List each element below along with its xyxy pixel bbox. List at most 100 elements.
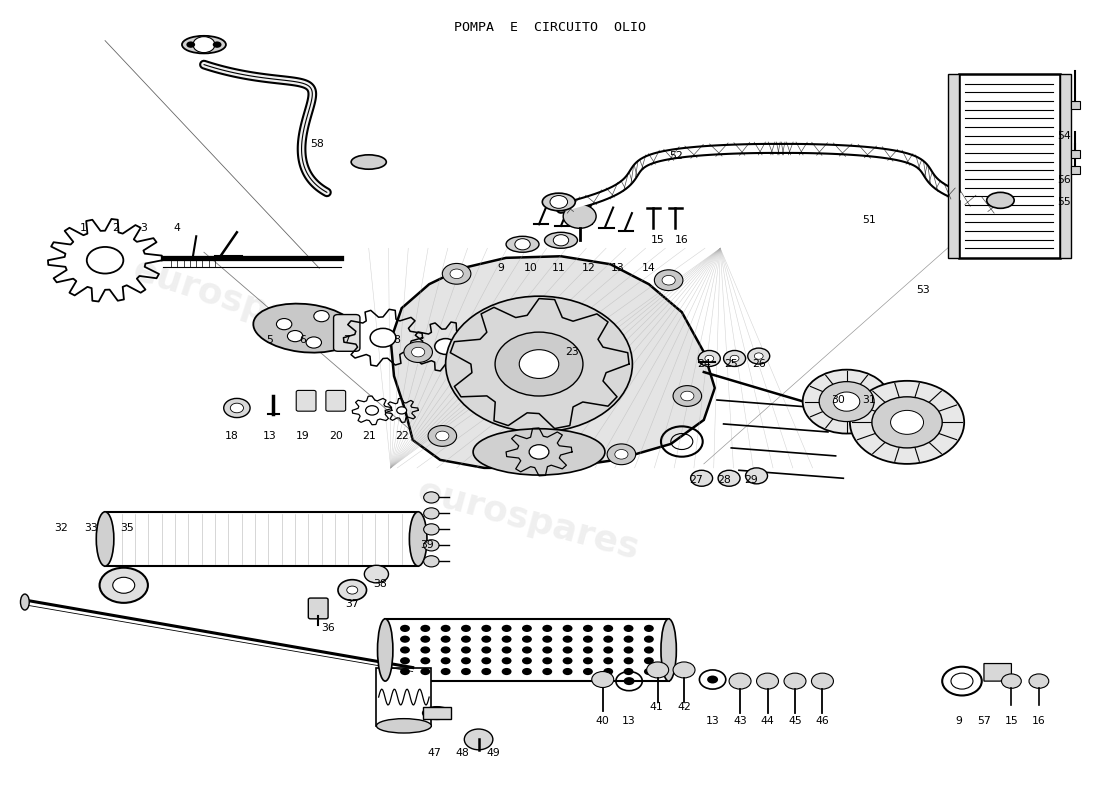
Text: 29: 29	[745, 475, 758, 485]
Circle shape	[434, 338, 456, 354]
Circle shape	[519, 350, 559, 378]
Text: 52: 52	[670, 151, 683, 162]
Text: 58: 58	[310, 139, 324, 150]
Circle shape	[603, 657, 613, 664]
Circle shape	[872, 397, 943, 448]
Circle shape	[562, 625, 572, 632]
Text: 15: 15	[1004, 716, 1019, 726]
Circle shape	[603, 668, 613, 675]
Circle shape	[364, 566, 388, 583]
Circle shape	[705, 355, 714, 362]
Circle shape	[603, 646, 613, 654]
Text: 36: 36	[321, 622, 336, 633]
Text: 7: 7	[343, 335, 350, 345]
Circle shape	[522, 635, 532, 642]
Circle shape	[482, 625, 492, 632]
Text: 9: 9	[955, 716, 962, 726]
Text: 13: 13	[706, 716, 719, 726]
Circle shape	[400, 625, 410, 632]
Text: 28: 28	[717, 475, 730, 485]
Circle shape	[495, 332, 583, 396]
Ellipse shape	[544, 232, 578, 248]
Circle shape	[276, 318, 292, 330]
Text: 30: 30	[830, 395, 845, 405]
Text: 13: 13	[263, 431, 277, 441]
Circle shape	[583, 668, 593, 675]
Bar	[106, 512, 418, 566]
FancyBboxPatch shape	[333, 314, 360, 351]
Circle shape	[644, 635, 653, 642]
Text: 20: 20	[329, 431, 343, 441]
Circle shape	[834, 392, 860, 411]
Circle shape	[346, 586, 358, 594]
Circle shape	[441, 625, 451, 632]
Ellipse shape	[422, 706, 451, 719]
Circle shape	[542, 668, 552, 675]
Circle shape	[850, 381, 965, 464]
Circle shape	[529, 445, 549, 459]
Text: 44: 44	[761, 716, 774, 726]
Circle shape	[644, 657, 653, 664]
Circle shape	[461, 646, 471, 654]
Ellipse shape	[987, 192, 1014, 208]
Ellipse shape	[506, 236, 539, 252]
Circle shape	[420, 625, 430, 632]
Ellipse shape	[473, 429, 605, 475]
Circle shape	[87, 247, 123, 274]
Circle shape	[522, 668, 532, 675]
Circle shape	[542, 625, 552, 632]
Circle shape	[1001, 674, 1021, 688]
Ellipse shape	[377, 619, 393, 681]
Circle shape	[562, 635, 572, 642]
Circle shape	[624, 625, 634, 632]
Circle shape	[755, 353, 763, 359]
Circle shape	[230, 403, 243, 413]
Circle shape	[624, 677, 635, 685]
Bar	[376, 668, 431, 726]
Circle shape	[583, 625, 593, 632]
Circle shape	[603, 625, 613, 632]
Circle shape	[397, 406, 407, 414]
Circle shape	[522, 625, 532, 632]
Circle shape	[441, 668, 451, 675]
Circle shape	[724, 350, 746, 366]
Text: 1: 1	[79, 223, 87, 234]
Text: 15: 15	[651, 235, 664, 246]
Ellipse shape	[661, 619, 676, 681]
Circle shape	[583, 657, 593, 664]
Text: 45: 45	[788, 716, 802, 726]
FancyBboxPatch shape	[326, 390, 345, 411]
Circle shape	[550, 195, 568, 208]
Circle shape	[746, 468, 768, 484]
Text: 4: 4	[173, 223, 180, 234]
Circle shape	[542, 635, 552, 642]
Text: 21: 21	[362, 431, 375, 441]
FancyBboxPatch shape	[296, 390, 316, 411]
Circle shape	[461, 625, 471, 632]
Circle shape	[542, 646, 552, 654]
Text: 51: 51	[861, 215, 876, 226]
Circle shape	[562, 657, 572, 664]
Circle shape	[400, 635, 410, 642]
Circle shape	[441, 635, 451, 642]
Circle shape	[420, 657, 430, 664]
Circle shape	[424, 524, 439, 535]
Text: 27: 27	[690, 475, 703, 485]
Circle shape	[411, 347, 425, 357]
Polygon shape	[984, 663, 1011, 681]
Circle shape	[420, 668, 430, 675]
Circle shape	[450, 269, 463, 278]
Text: 3: 3	[140, 223, 147, 234]
Ellipse shape	[376, 718, 431, 733]
Circle shape	[424, 540, 439, 551]
Circle shape	[592, 671, 614, 687]
Circle shape	[287, 330, 303, 342]
Text: 18: 18	[224, 431, 239, 441]
Text: eurospares: eurospares	[414, 474, 642, 566]
Bar	[422, 706, 451, 719]
Bar	[1059, 74, 1070, 258]
Ellipse shape	[351, 155, 386, 170]
Circle shape	[420, 635, 430, 642]
Bar	[1070, 166, 1079, 174]
Circle shape	[400, 646, 410, 654]
